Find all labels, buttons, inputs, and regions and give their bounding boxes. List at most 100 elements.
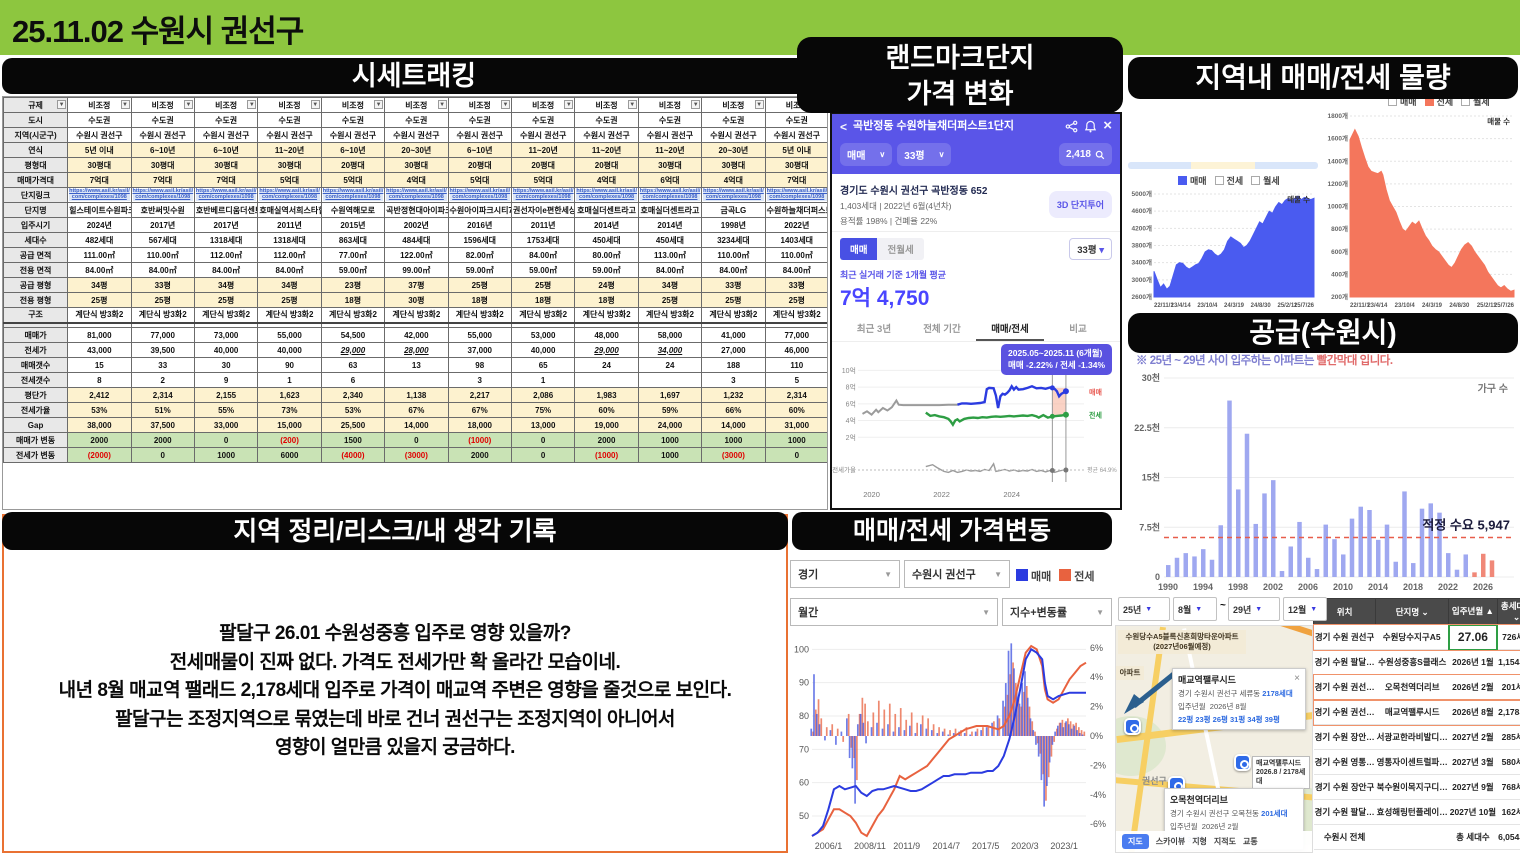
complex-link[interactable]: com/complexes/1098: [132, 194, 193, 201]
complex-link[interactable]: com/complexes/1098: [576, 194, 637, 201]
sale-chart-legend[interactable]: 매매 전세 월세: [1178, 174, 1280, 187]
size-select[interactable]: 33평 ▾: [1069, 238, 1112, 260]
complex-link[interactable]: https://www.asil.kr/asil/: [576, 188, 637, 195]
map[interactable]: 수원당수A5블록신혼희망타운아파트 (2027년06월예정) 아파트 매교역팰루시…: [1115, 625, 1313, 853]
cell[interactable]: https://www.asil.kr/asil/com/complexes/1…: [193, 187, 259, 203]
3d-tour-button[interactable]: 3D 단지투어: [1048, 191, 1112, 218]
metric-select[interactable]: 지수+변동률 ▼: [1002, 598, 1112, 626]
complex-link[interactable]: https://www.asil.kr/asil/: [449, 188, 511, 195]
cell[interactable]: https://www.asil.kr/asil/com/complexes/1…: [320, 187, 386, 203]
table-row[interactable]: 경기 수원 영통…영통자이센트럴파…2027년 3월580세대: [1313, 749, 1520, 775]
cell[interactable]: https://www.asil.kr/asil/com/complexes/1…: [764, 187, 828, 203]
cell: 계단식 방3화2: [384, 307, 449, 323]
filter-icon[interactable]: ▼: [627, 100, 637, 109]
tab-rent[interactable]: 전월세: [877, 238, 924, 260]
favorite-count[interactable]: 2,418: [1058, 143, 1112, 166]
complex-link[interactable]: com/complexes/1098: [449, 194, 510, 201]
subtab-최근 3년[interactable]: 최근 3년: [856, 324, 892, 335]
subtab-전체 기간[interactable]: 전체 기간: [923, 324, 961, 335]
map-from-month-select[interactable]: 8월 ▼: [1173, 597, 1217, 621]
filter-icon[interactable]: ▼: [500, 100, 510, 109]
filter-icon[interactable]: ▼: [564, 100, 574, 109]
complex-link[interactable]: com/complexes/1098: [195, 194, 257, 201]
complex-link[interactable]: com/complexes/1098: [386, 194, 447, 201]
map-tab-지적도[interactable]: 지적도: [1213, 837, 1237, 846]
complex-link[interactable]: com/complexes/1098: [322, 194, 384, 201]
filter-icon[interactable]: ▼: [247, 100, 257, 109]
table-row[interactable]: 경기 수원 장안…서광교한라비발디…2027년 2월285세대: [1313, 724, 1520, 750]
region1-select[interactable]: 경기 ▼: [790, 560, 900, 588]
complex-link[interactable]: https://www.asil.kr/asil/: [512, 188, 574, 195]
size-dropdown[interactable]: 33평 ∨: [897, 143, 952, 166]
cell[interactable]: https://www.asil.kr/asil/com/complexes/1…: [447, 187, 512, 203]
subtab-비교[interactable]: 비교: [1069, 324, 1087, 335]
map-to-month-select[interactable]: 12월 ▼: [1283, 597, 1327, 621]
filter-icon[interactable]: ▼: [57, 100, 67, 109]
map-tab-지도[interactable]: 지도: [1122, 834, 1149, 849]
complex-link[interactable]: com/complexes/1098: [512, 194, 574, 201]
complex-link[interactable]: com/complexes/1098: [69, 194, 130, 201]
filter-icon[interactable]: ▼: [754, 100, 764, 109]
cell[interactable]: https://www.asil.kr/asil/com/complexes/1…: [510, 187, 576, 203]
trade-type-dropdown[interactable]: 매매 ∨: [840, 143, 893, 166]
filter-icon[interactable]: ▼: [120, 100, 130, 109]
share-icon[interactable]: [1065, 120, 1078, 136]
filter-icon[interactable]: ▼: [437, 100, 447, 109]
cell: 90: [257, 357, 322, 373]
cell[interactable]: https://www.asil.kr/asil/com/complexes/1…: [130, 187, 195, 203]
map-tab-지형[interactable]: 지형: [1192, 837, 1207, 846]
map-marker[interactable]: [1124, 718, 1141, 735]
complex-link[interactable]: https://www.asil.kr/asil/: [386, 188, 447, 195]
filter-icon[interactable]: ▼: [374, 100, 384, 109]
filter-icon[interactable]: ▼: [183, 100, 193, 109]
column-header[interactable]: 단지명 ⌄: [1375, 598, 1450, 625]
svg-text:2023/1: 2023/1: [1050, 841, 1078, 851]
complex-link[interactable]: https://www.asil.kr/asil/: [69, 188, 130, 195]
complex-link[interactable]: https://www.asil.kr/asil/: [322, 188, 384, 195]
complex-link[interactable]: https://www.asil.kr/asil/: [132, 188, 194, 195]
filter-icon[interactable]: ▼: [691, 100, 701, 109]
map-tab-교통[interactable]: 교통: [1243, 837, 1258, 846]
complex-link[interactable]: https://www.asil.kr/asil/: [195, 188, 257, 195]
complex-link[interactable]: https://www.asil.kr/asil/: [639, 188, 701, 195]
map-tab-스카이뷰[interactable]: 스카이뷰: [1155, 837, 1186, 846]
column-header[interactable]: 입주년월 ▲: [1448, 598, 1498, 625]
complex-link[interactable]: com/complexes/1098: [639, 194, 701, 201]
map-from-year-select[interactable]: 25년 ▼: [1118, 597, 1170, 621]
table-row[interactable]: 경기 수원 팔달…효성해링턴플레이…2027년 10월162세대: [1313, 799, 1520, 825]
subtab-매매/전세[interactable]: 매매/전세: [976, 317, 1044, 341]
svg-text:3000개: 3000개: [1132, 275, 1152, 284]
cell[interactable]: https://www.asil.kr/asil/com/complexes/1…: [637, 187, 703, 203]
cell[interactable]: https://www.asil.kr/asil/com/complexes/1…: [384, 187, 449, 203]
bell-icon[interactable]: [1084, 120, 1097, 136]
cell[interactable]: https://www.asil.kr/asil/com/complexes/1…: [257, 187, 322, 203]
complex-link[interactable]: https://www.asil.kr/asil/: [766, 188, 828, 195]
maegyo-popup[interactable]: 매교역팰루시드 × 경기 수원시 권선구 세류동 2178세대 입주년월 2026…: [1172, 668, 1306, 730]
cell[interactable]: https://www.asil.kr/asil/com/complexes/1…: [574, 187, 639, 203]
map-marker-maegyo[interactable]: [1234, 754, 1251, 771]
popup-close-icon[interactable]: ×: [1294, 673, 1300, 684]
cell[interactable]: https://www.asil.kr/asil/com/complexes/1…: [67, 187, 132, 203]
map-to-year-select[interactable]: 29년 ▼: [1228, 597, 1280, 621]
complex-link[interactable]: com/complexes/1098: [259, 194, 320, 201]
region2-select[interactable]: 수원시 권선구 ▼: [904, 560, 1010, 588]
cell: 2000: [574, 432, 639, 448]
complex-link[interactable]: com/complexes/1098: [703, 194, 764, 201]
complex-link[interactable]: https://www.asil.kr/asil/: [703, 188, 764, 195]
filter-icon[interactable]: ▼: [310, 100, 320, 109]
back-icon[interactable]: <: [840, 120, 848, 134]
tab-sale[interactable]: 매매: [840, 238, 878, 260]
complex-link[interactable]: https://www.asil.kr/asil/: [259, 188, 320, 195]
view-toggle-strip[interactable]: [1128, 162, 1318, 169]
period-select[interactable]: 월간 ▼: [790, 598, 998, 626]
close-icon[interactable]: ×: [1103, 117, 1112, 134]
cell[interactable]: https://www.asil.kr/asil/com/complexes/1…: [701, 187, 766, 203]
complex-link[interactable]: com/complexes/1098: [766, 194, 827, 201]
